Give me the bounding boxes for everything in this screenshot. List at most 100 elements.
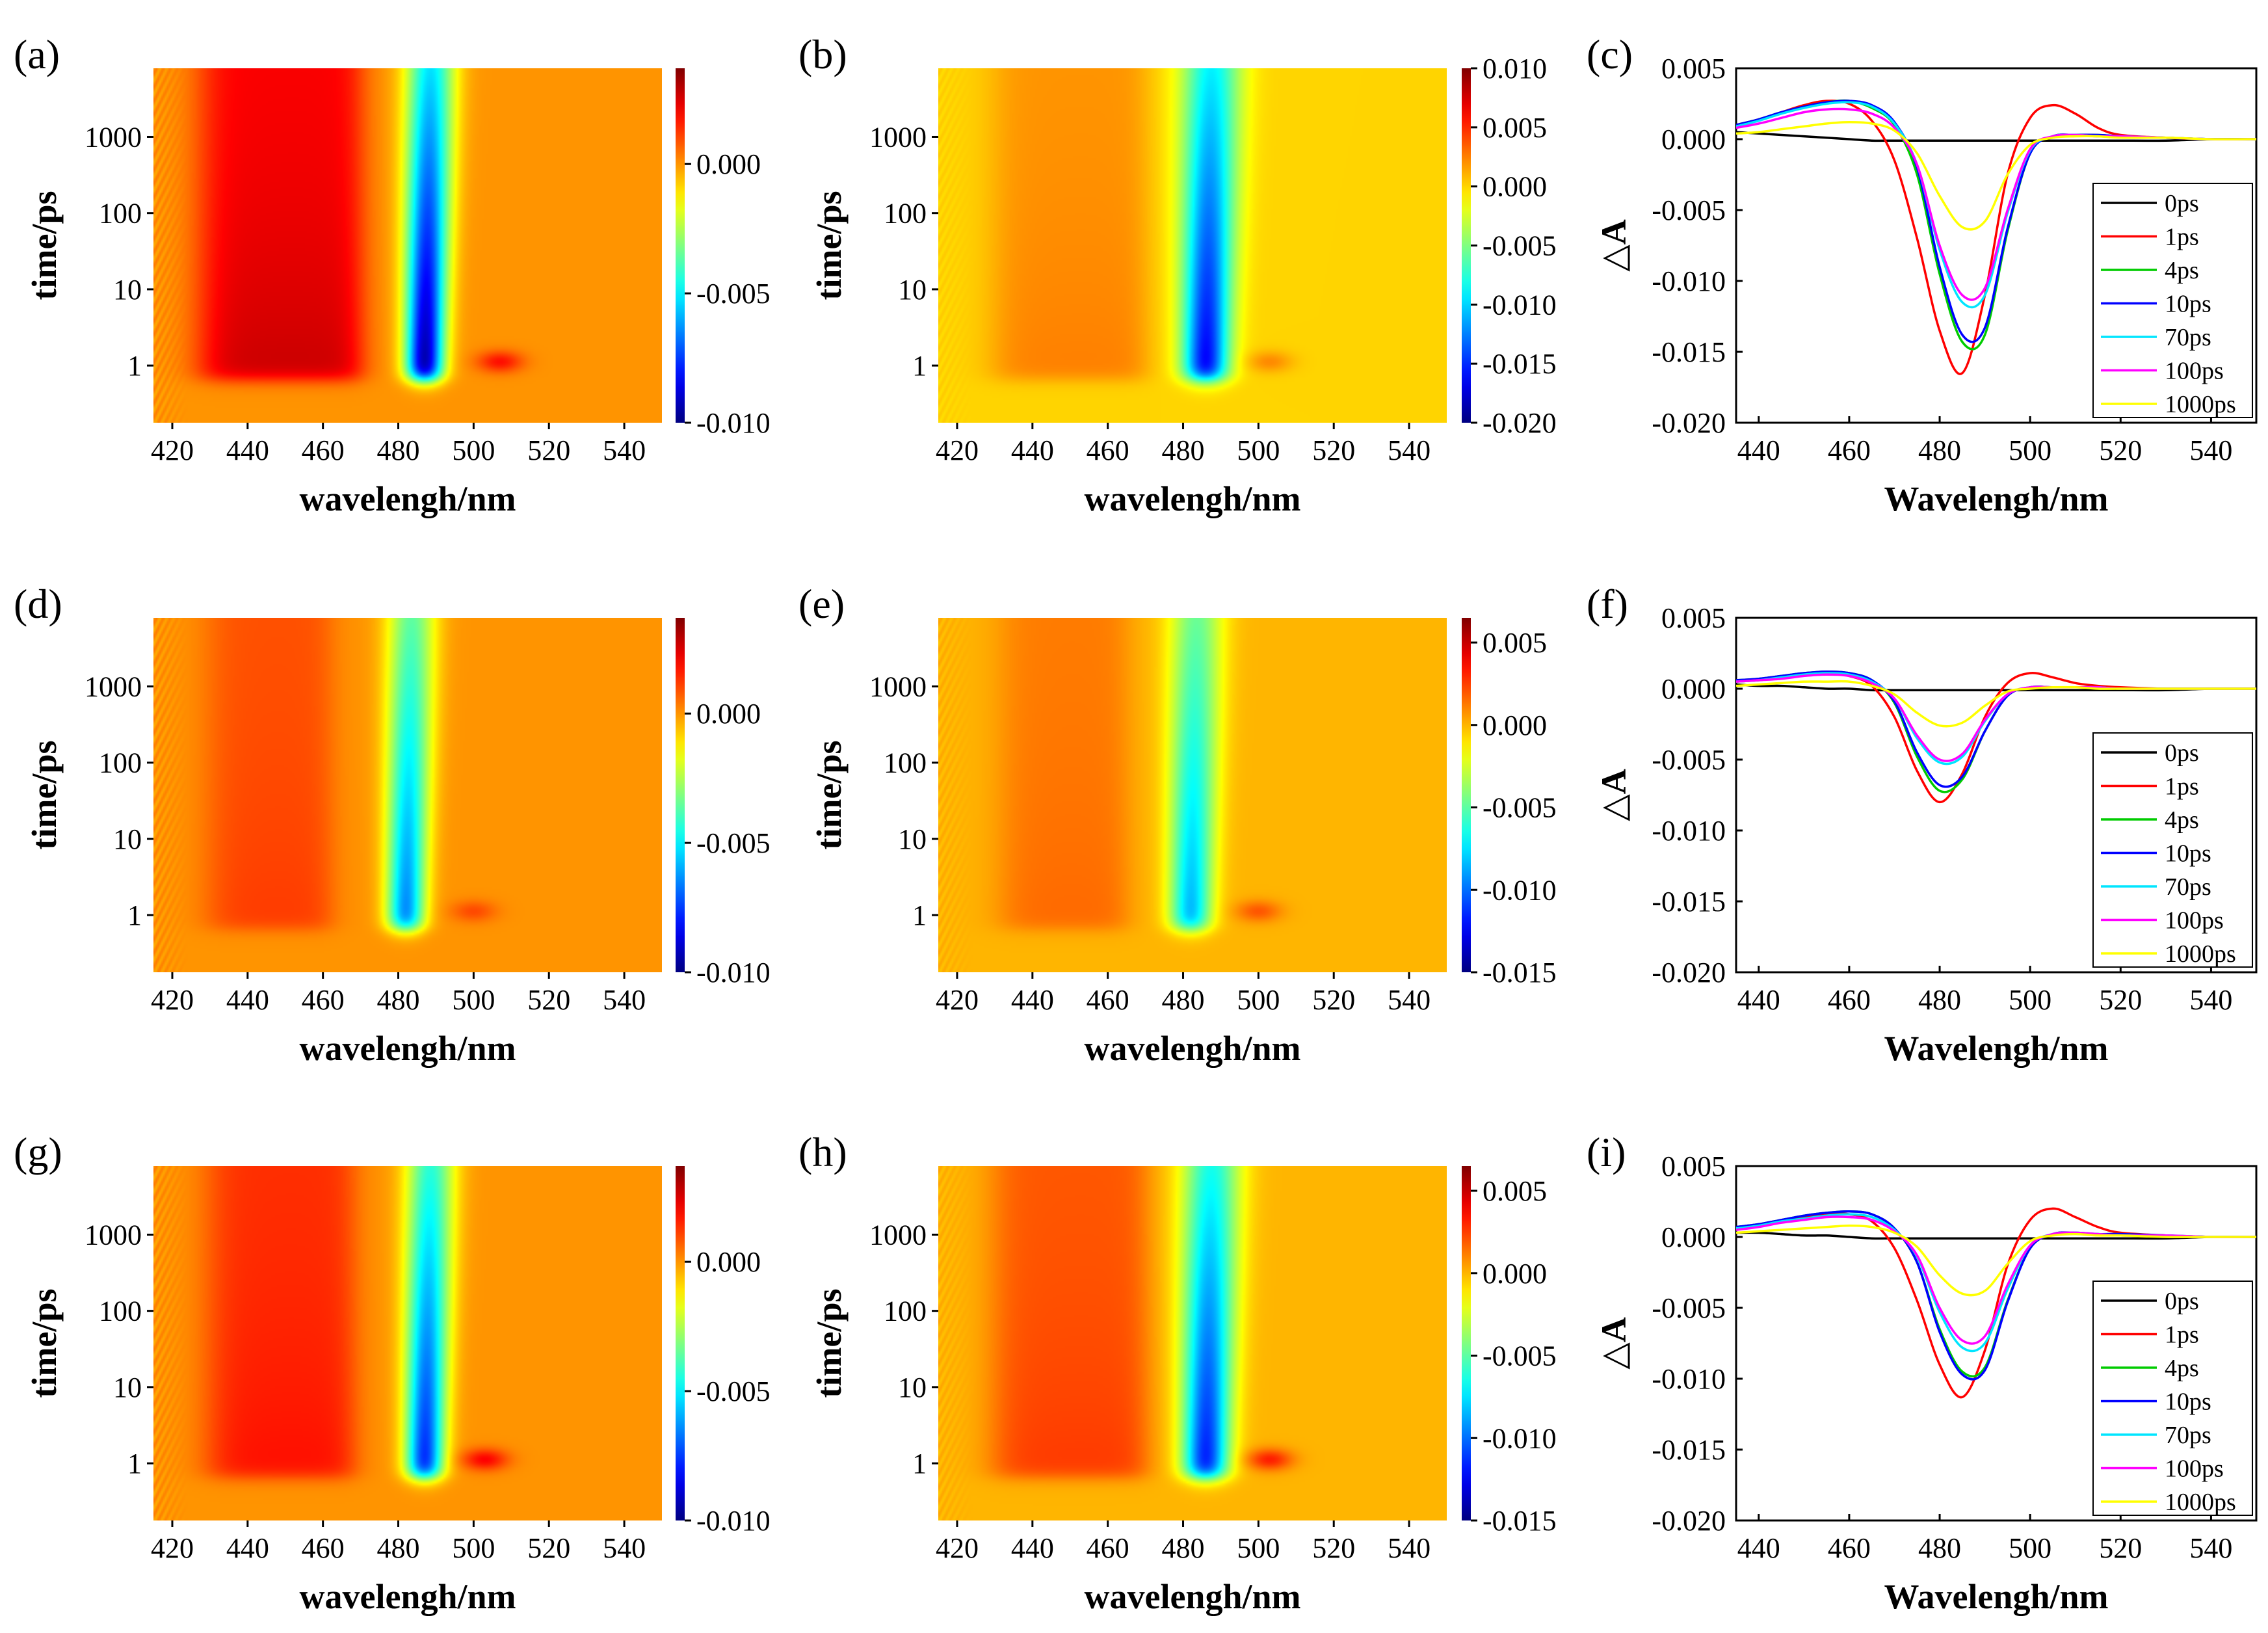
x-tick-label: 440 [1011, 1532, 1054, 1564]
heatmap-image [938, 618, 1447, 972]
y-axis-title: time/ps [810, 1289, 849, 1398]
y-axis-title: time/ps [25, 741, 64, 850]
x-tick-label: 540 [603, 984, 646, 1016]
x-tick-label: 480 [1162, 1532, 1205, 1564]
colorbar-tick-label: -0.015 [1483, 348, 1557, 380]
legend-label: 4ps [2165, 1355, 2199, 1382]
legend-label: 10ps [2165, 840, 2211, 868]
x-tick-label: 500 [2009, 434, 2051, 466]
x-tick-label: 440 [226, 984, 269, 1016]
y-tick-label: 0.005 [1661, 53, 1726, 85]
spectra-panel-c: (c) 440 460 480 500 520 540 0.005 0.000 -0.005 -0.… [1587, 31, 2258, 518]
x-tick-label: 460 [1828, 1532, 1871, 1564]
heatmap-image [153, 68, 662, 423]
legend-label: 70ps [2165, 324, 2211, 351]
panel-label: (c) [1587, 31, 1633, 77]
x-tick-label: 480 [1918, 1532, 1961, 1564]
colorbar-tick-label: -0.010 [696, 1505, 771, 1537]
y-tick-label: -0.015 [1652, 886, 1726, 918]
legend-label: 100ps [2165, 1455, 2224, 1483]
x-tick-label: 480 [377, 984, 420, 1016]
x-tick-label: 420 [151, 434, 194, 466]
y-tick-label: 10 [898, 823, 927, 855]
legend-label: 100ps [2165, 907, 2224, 935]
y-tick-label: -0.005 [1652, 744, 1726, 776]
x-tick-label: 520 [527, 1532, 570, 1564]
x-tick-label: 440 [1737, 434, 1780, 466]
colorbar-tick-label: -0.005 [696, 827, 771, 859]
colorbar [676, 68, 685, 423]
y-tick-label: 10 [898, 1372, 927, 1403]
x-tick-label: 440 [226, 434, 269, 466]
legend-label: 0ps [2165, 739, 2199, 767]
x-tick-label: 420 [936, 434, 979, 466]
series-line-100ps [1736, 107, 2256, 301]
series-group [1736, 670, 2256, 804]
series-line-1ps [1736, 1207, 2256, 1399]
legend-label: 0ps [2165, 1288, 2199, 1315]
y-tick-label: 100 [884, 1295, 927, 1327]
legend-label: 70ps [2165, 1422, 2211, 1449]
legend-box [2092, 183, 2253, 418]
heatmap-image [938, 1166, 1447, 1520]
x-tick-label: 440 [1737, 984, 1780, 1016]
heatmap-image [938, 68, 1447, 423]
y-tick-label: 1000 [85, 121, 142, 153]
colorbar-tick-label: 0.000 [696, 1246, 761, 1278]
x-axis-title: wavelengh/nm [299, 1577, 516, 1616]
heatmap-panel-e: (e) 420 440 460 480 500 520 540 1 10 100 1000 wavele… [798, 581, 1557, 1068]
x-tick-label: 480 [1918, 984, 1961, 1016]
x-tick-label: 520 [527, 434, 570, 466]
colorbar-tick-label: -0.010 [1483, 874, 1557, 906]
x-tick-label: 440 [1737, 1532, 1780, 1564]
y-tick-label: 0.005 [1661, 602, 1726, 634]
x-tick-label: 460 [1087, 1532, 1129, 1564]
x-tick-label: 420 [936, 984, 979, 1016]
y-tick-label: -0.010 [1652, 265, 1726, 297]
colorbar-tick-label: 0.000 [696, 148, 761, 180]
y-tick-label: 0.000 [1661, 1221, 1726, 1253]
x-tick-label: 520 [2099, 434, 2142, 466]
x-tick-label: 540 [1388, 434, 1431, 466]
x-axis-title: wavelengh/nm [299, 1029, 516, 1068]
legend-box [2092, 732, 2253, 968]
colorbar-tick-label: 0.000 [1483, 171, 1547, 203]
x-tick-label: 520 [1312, 984, 1355, 1016]
y-tick-label: -0.005 [1652, 1292, 1726, 1324]
y-tick-label: 1 [912, 1448, 927, 1480]
y-tick-label: -0.015 [1652, 336, 1726, 368]
heatmap-panel-a: (a) 420 440 460 480 500 520 540 1 10 100 1000 wavele… [14, 31, 771, 518]
colorbar-tick-label: -0.005 [696, 1375, 771, 1407]
legend-label: 1000ps [2165, 391, 2236, 418]
x-tick-label: 540 [1388, 984, 1431, 1016]
heatmap-panel-g: (g) 420 440 460 480 500 520 540 1 10 100 1000 wavele… [14, 1129, 771, 1616]
y-tick-label: 100 [99, 198, 142, 230]
panel-label: (d) [14, 581, 62, 627]
y-tick-label: 10 [113, 1372, 142, 1403]
legend-label: 1000ps [2165, 940, 2236, 968]
y-tick-label: 0.000 [1661, 124, 1726, 155]
x-tick-label: 540 [603, 434, 646, 466]
colorbar-tick-label: 0.000 [1483, 1258, 1547, 1290]
colorbar [1462, 68, 1471, 423]
legend-label: 1000ps [2165, 1489, 2236, 1516]
legend-label: 4ps [2165, 257, 2199, 284]
y-tick-label: 10 [898, 274, 927, 306]
x-tick-label: 500 [2009, 984, 2051, 1016]
x-tick-label: 420 [151, 1532, 194, 1564]
panel-label: (g) [14, 1129, 62, 1175]
legend: 0ps 1ps 4ps 10ps 70ps 100ps 1000ps [2092, 732, 2253, 968]
y-tick-label: 100 [99, 1295, 142, 1327]
y-tick-label: 100 [99, 747, 142, 779]
panel-label: (i) [1587, 1129, 1626, 1175]
legend-label: 1ps [2165, 1321, 2199, 1349]
y-tick-label: -0.020 [1652, 407, 1726, 439]
x-tick-label: 460 [1087, 984, 1129, 1016]
x-tick-label: 440 [1011, 434, 1054, 466]
y-axis-title: time/ps [810, 741, 849, 850]
y-tick-label: -0.020 [1652, 957, 1726, 989]
colorbar-tick-label: 0.005 [1483, 627, 1547, 659]
panel-label: (a) [14, 31, 60, 77]
series-line-10ps [1736, 1210, 2256, 1381]
heatmap-image [153, 1166, 662, 1520]
